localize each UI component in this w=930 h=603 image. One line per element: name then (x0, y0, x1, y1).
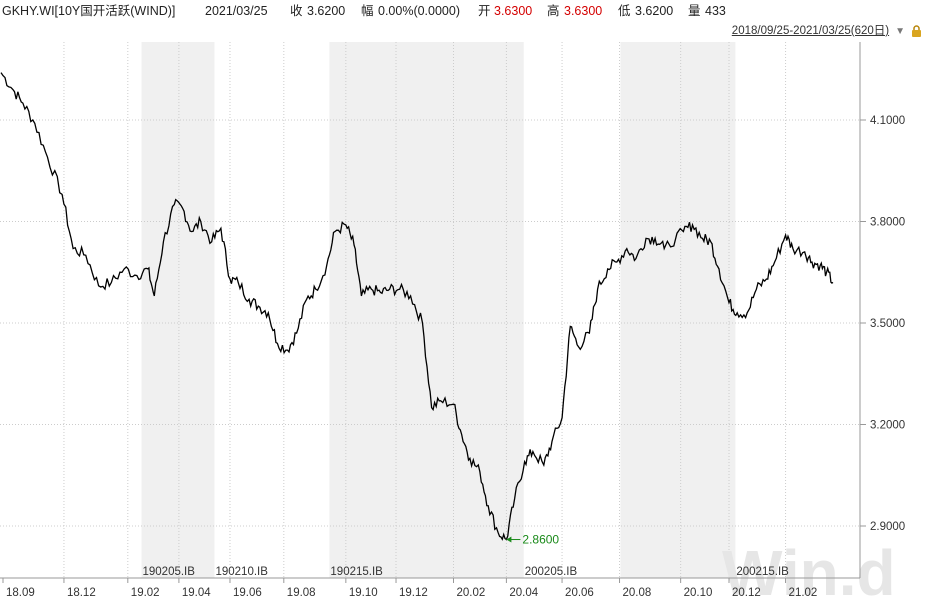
low-annotation: 2.8600 (506, 533, 559, 547)
price-series (0, 72, 834, 541)
x-tick-label: 20.02 (456, 587, 485, 599)
contract-label: 190215.IB (330, 566, 383, 578)
contract-labels: 190205.IB 190210.IB 190215.IB 200205.IB 2002… (142, 566, 789, 578)
x-tick-label: 19.10 (349, 587, 378, 599)
shaded-periods (141, 42, 736, 578)
horizontal-gridlines (0, 119, 860, 527)
close-label: 收 (290, 4, 303, 18)
y-tick-label: 4.1000 (870, 115, 905, 127)
contract-label: 190205.IB (142, 566, 195, 578)
low-annotation-arrow (506, 536, 512, 543)
volume-value: 433 (705, 4, 726, 18)
high-label: 高 (547, 4, 560, 18)
change-value: 0.00%(0.0000) (378, 4, 461, 18)
x-tick-label: 21.02 (789, 587, 818, 599)
open-label: 开 (478, 4, 491, 18)
y-tick-label: 3.8000 (870, 217, 905, 229)
lock-icon[interactable] (911, 25, 922, 37)
x-tick-label: 18.12 (67, 587, 96, 599)
x-axis: 18.09 18.12 19.02 19.04 19.06 19.08 19.10 19.12… (0, 577, 860, 599)
x-tick-label: 18.09 (6, 587, 35, 599)
x-tick-label: 19.06 (233, 587, 262, 599)
x-tick-label: 20.06 (565, 587, 594, 599)
y-tick-label: 2.9000 (870, 521, 905, 533)
series-line (0, 72, 834, 541)
close-value: 3.6200 (307, 4, 346, 18)
x-tick-label: 20.08 (623, 587, 652, 599)
contract-label: 190210.IB (215, 566, 268, 578)
x-tick-label: 20.04 (509, 587, 538, 599)
y-tick-label: 3.5000 (870, 318, 905, 330)
x-tick-label: 19.12 (399, 587, 428, 599)
vertical-gridlines (63, 42, 787, 578)
shaded-period-1 (329, 42, 524, 578)
quote-date: 2021/03/25 (205, 4, 268, 18)
x-tick-label: 20.12 (732, 587, 761, 599)
low-annotation-label: 2.8600 (522, 533, 559, 547)
x-tick-label: 19.08 (287, 587, 316, 599)
shaded-period-2 (620, 42, 736, 578)
low-label: 低 (618, 4, 631, 18)
contract-label: 200205.IB (525, 566, 578, 578)
x-tick-label: 20.10 (684, 587, 713, 599)
wind-watermark: Win.d (722, 537, 896, 603)
volume-label: 量 (688, 4, 701, 18)
change-label: 幅 (361, 4, 374, 18)
contract-label: 200215.IB (736, 566, 789, 578)
quote-info-bar: GKHY.WI[10Y国开活跃(WIND)] 2021/03/25 收 3.62… (0, 0, 930, 22)
y-tick-label: 3.2000 (870, 420, 905, 432)
date-range-selector[interactable]: 2018/09/25-2021/03/25(620日) (731, 25, 890, 37)
date-range-row: 2018/09/25-2021/03/25(620日) ▼ (732, 22, 922, 40)
high-value: 3.6300 (564, 4, 603, 18)
low-value: 3.6200 (635, 4, 674, 18)
x-tick-label: 19.02 (131, 587, 160, 599)
open-value: 3.6300 (494, 4, 533, 18)
y-axis: 4.1000 3.8000 3.5000 3.2000 2.9000 (859, 42, 905, 578)
shaded-period-0 (141, 42, 215, 578)
security-code: GKHY.WI[10Y国开活跃(WIND)] (2, 4, 176, 18)
x-tick-label: 19.04 (182, 587, 211, 599)
chevron-down-icon[interactable]: ▼ (895, 26, 905, 37)
